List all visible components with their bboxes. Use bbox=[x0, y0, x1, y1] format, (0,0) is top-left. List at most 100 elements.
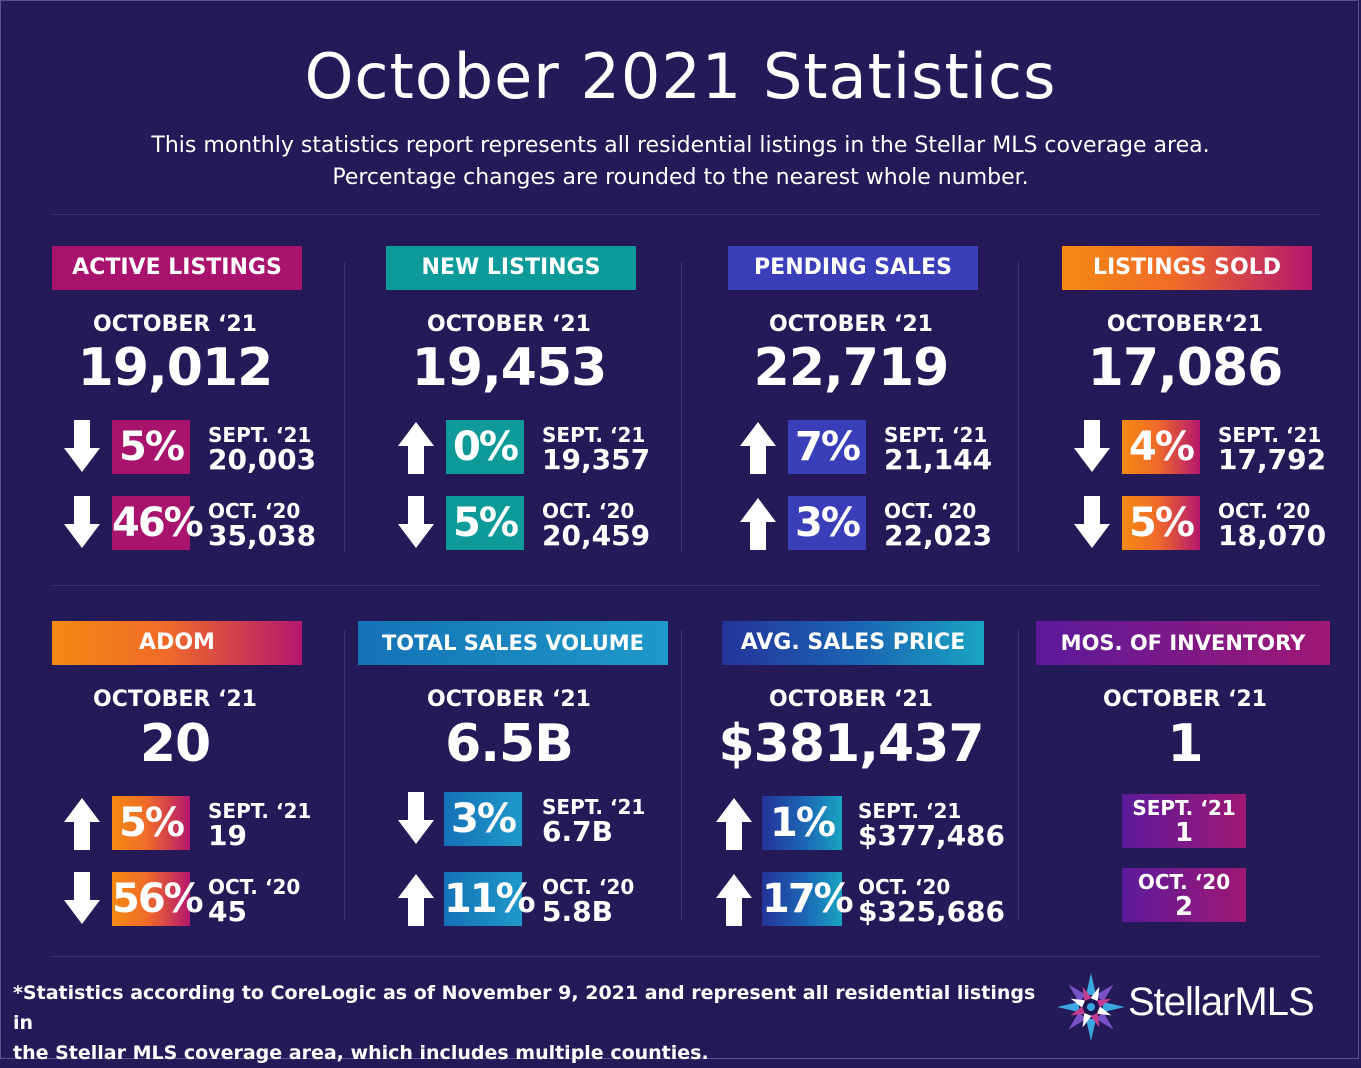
comparison-label: SEPT. ‘21 bbox=[884, 423, 988, 447]
comparison-row: 5% OCT. ‘20 20,459 bbox=[396, 496, 656, 552]
comparison-text: OCT. ‘20 5.8B bbox=[542, 876, 634, 926]
comparison-text: SEPT. ‘21 19,357 bbox=[542, 424, 650, 474]
change-percent: 5% bbox=[112, 796, 190, 850]
change-percent: 3% bbox=[444, 792, 522, 846]
comparison-row: 5% OCT. ‘20 18,070 bbox=[1072, 496, 1332, 552]
card-period: OCTOBER ‘21 bbox=[769, 687, 933, 712]
divider-top bbox=[52, 214, 1320, 215]
subtitle-line-1: This monthly statistics report represent… bbox=[151, 133, 1210, 158]
comparison-value: 22,023 bbox=[884, 519, 993, 552]
card-label: AVG. SALES PRICE bbox=[722, 621, 984, 665]
stellar-mls-logo-text: StellarMLS bbox=[1128, 980, 1315, 1024]
comparison-text: SEPT. ‘21 19 bbox=[208, 800, 311, 850]
comparison-label: OCT. ‘20 bbox=[1218, 499, 1311, 523]
card-label: MOS. OF INVENTORY bbox=[1036, 621, 1330, 665]
comparison-value: 20,459 bbox=[542, 519, 651, 552]
arrow-down-icon bbox=[398, 496, 434, 548]
card-label: ADOM bbox=[52, 621, 302, 665]
card-period: OCTOBER ‘21 bbox=[1103, 687, 1267, 712]
column-divider bbox=[1018, 262, 1019, 552]
change-percent: 3% bbox=[788, 496, 866, 550]
comparison-value: 45 bbox=[208, 895, 247, 928]
comparison-label: OCT. ‘20 bbox=[208, 875, 301, 899]
comparison-label: OCT. ‘20 bbox=[208, 499, 301, 523]
arrow-up-icon bbox=[716, 798, 752, 850]
page-title: October 2021 Statistics bbox=[304, 40, 1057, 113]
card-label: LISTINGS SOLD bbox=[1062, 246, 1312, 290]
comparison-value: 1 bbox=[1174, 818, 1194, 848]
card-label: NEW LISTINGS bbox=[386, 246, 636, 290]
arrow-down-icon bbox=[398, 792, 434, 844]
arrow-up-icon bbox=[740, 422, 776, 474]
card-label: PENDING SALES bbox=[728, 246, 978, 290]
card-period: OCTOBER ‘21 bbox=[93, 687, 257, 712]
comparison-row: 56% OCT. ‘20 45 bbox=[62, 872, 322, 928]
comparison-value: 5.8B bbox=[542, 895, 613, 928]
stellar-star-icon bbox=[1058, 973, 1125, 1041]
card-value: 1 bbox=[1167, 714, 1203, 774]
comparison-value: 18,070 bbox=[1218, 519, 1327, 552]
card-value: 6.5B bbox=[445, 714, 574, 774]
comparison-label: SEPT. ‘21 bbox=[208, 423, 312, 447]
comparison-row: 11% OCT. ‘20 5.8B bbox=[396, 872, 656, 928]
comparison-row: 0% SEPT. ‘21 19,357 bbox=[396, 420, 656, 476]
comparison-value: 19 bbox=[208, 819, 247, 852]
arrow-down-icon bbox=[64, 872, 100, 924]
change-percent: 11% bbox=[444, 872, 536, 926]
comparison-value: 2 bbox=[1174, 892, 1194, 922]
card-label: ACTIVE LISTINGS bbox=[52, 246, 302, 290]
comparison-label: SEPT. ‘21 bbox=[858, 799, 962, 823]
comparison-box: OCT. ‘20 2 bbox=[1122, 868, 1246, 922]
comparison-row: 17% OCT. ‘20 $325,686 bbox=[714, 872, 1005, 928]
arrow-down-icon bbox=[64, 420, 100, 472]
comparison-row: 1% SEPT. ‘21 $377,486 bbox=[714, 796, 1005, 852]
comparison-text: SEPT. ‘21 20,003 bbox=[208, 424, 316, 474]
card-value: $381,437 bbox=[718, 714, 984, 774]
comparison-row: 3% OCT. ‘20 22,023 bbox=[738, 496, 998, 552]
column-divider bbox=[344, 630, 345, 920]
comparison-text: OCT. ‘20 $325,686 bbox=[858, 876, 1005, 926]
comparison-label: SEPT. ‘21 bbox=[1218, 423, 1322, 447]
column-divider bbox=[1018, 630, 1019, 920]
comparison-value: 20,003 bbox=[208, 443, 317, 476]
change-percent: 46% bbox=[112, 496, 204, 550]
card-value: 17,086 bbox=[1087, 338, 1284, 398]
change-percent: 7% bbox=[788, 420, 866, 474]
change-percent: 4% bbox=[1122, 420, 1200, 474]
arrow-down-icon bbox=[1074, 420, 1110, 472]
card-value: 20 bbox=[139, 714, 211, 774]
comparison-row: 4% SEPT. ‘21 17,792 bbox=[1072, 420, 1332, 476]
change-percent: 56% bbox=[112, 872, 204, 926]
change-percent: 5% bbox=[112, 420, 190, 474]
comparison-label: SEPT. ‘21 bbox=[542, 795, 646, 819]
card-period: OCTOBER‘21 bbox=[1106, 312, 1264, 337]
comparison-value: 19,357 bbox=[542, 443, 651, 476]
column-divider bbox=[681, 630, 682, 920]
comparison-text: OCT. ‘20 35,038 bbox=[208, 500, 316, 550]
comparison-row: 46% OCT. ‘20 35,038 bbox=[62, 496, 322, 552]
card-value: 19,453 bbox=[411, 338, 608, 398]
card-value: 22,719 bbox=[753, 338, 950, 398]
arrow-down-icon bbox=[64, 496, 100, 548]
change-percent: 1% bbox=[762, 796, 842, 850]
comparison-label: OCT. ‘20 bbox=[542, 875, 635, 899]
comparison-box: SEPT. ‘21 1 bbox=[1122, 794, 1246, 848]
comparison-value: 6.7B bbox=[542, 815, 613, 848]
comparison-label: OCT. ‘20 bbox=[1137, 870, 1231, 894]
card-period: OCTOBER ‘21 bbox=[427, 687, 591, 712]
comparison-label: SEPT. ‘21 bbox=[208, 799, 312, 823]
comparison-row: 7% SEPT. ‘21 21,144 bbox=[738, 420, 998, 476]
arrow-up-icon bbox=[64, 798, 100, 850]
comparison-row: 5% SEPT. ‘21 20,003 bbox=[62, 420, 322, 476]
comparison-text: OCT. ‘20 18,070 bbox=[1218, 500, 1326, 550]
comparison-value: 17,792 bbox=[1218, 443, 1327, 476]
comparison-label: SEPT. ‘21 bbox=[542, 423, 646, 447]
card-period: OCTOBER ‘21 bbox=[769, 312, 933, 337]
card-period: OCTOBER ‘21 bbox=[427, 312, 591, 337]
comparison-value: 21,144 bbox=[884, 443, 993, 476]
card-value: 19,012 bbox=[77, 338, 274, 398]
change-percent: 5% bbox=[446, 496, 524, 550]
column-divider bbox=[344, 262, 345, 552]
comparison-value: $325,686 bbox=[858, 895, 1006, 928]
